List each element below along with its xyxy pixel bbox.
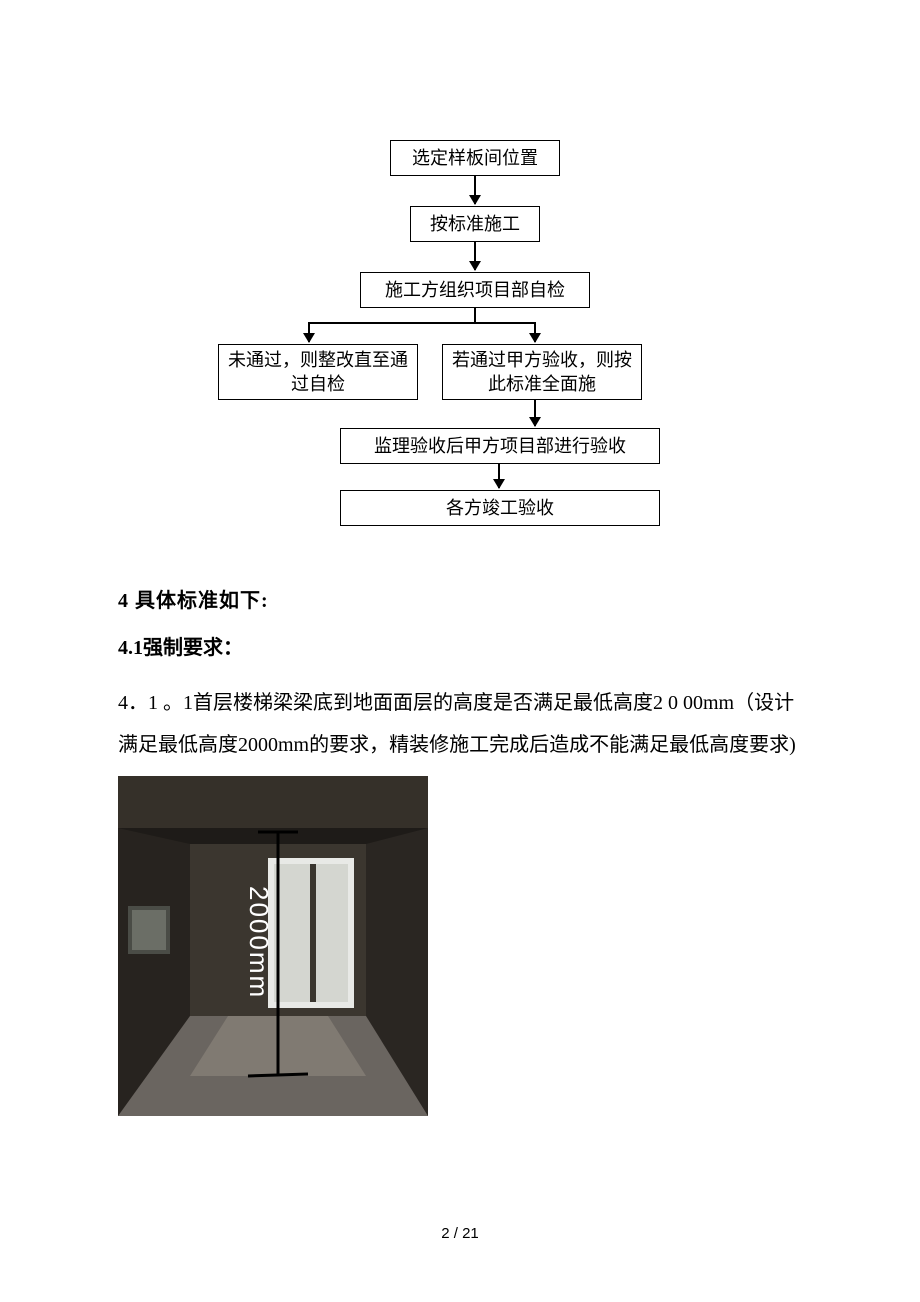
flow-node-3-label: 施工方组织项目部自检 [385, 278, 565, 302]
flow-arrow-2-3 [474, 242, 476, 270]
flow-arrow-5-6 [534, 400, 536, 426]
flow-node-4-label: 未通过，则整改直至通过自检 [225, 348, 411, 397]
flow-line-branch-stem [474, 308, 476, 322]
flow-arrow-6-7 [498, 464, 500, 488]
flowchart: 选定样板间位置 按标准施工 施工方组织项目部自检 未通过，则整改直至通过自检 若… [200, 140, 720, 560]
photo-stair-clearance: 2000mm [118, 776, 428, 1116]
page-footer: 2 / 21 [0, 1225, 920, 1242]
flow-arrow-3-4 [308, 322, 310, 342]
flow-node-2: 按标准施工 [410, 206, 540, 242]
heading-4: 4 具体标准如下: [118, 584, 802, 613]
flow-arrow-3-5 [534, 322, 536, 342]
flow-node-2-label: 按标准施工 [430, 212, 520, 236]
flow-line-branch-h [308, 322, 536, 324]
flow-node-3: 施工方组织项目部自检 [360, 272, 590, 308]
flow-node-5: 若通过甲方验收，则按此标准全面施 [442, 344, 642, 400]
flow-arrow-1-2 [474, 176, 476, 204]
flow-node-1-label: 选定样板间位置 [412, 146, 538, 170]
flow-node-6: 监理验收后甲方项目部进行验收 [340, 428, 660, 464]
flow-node-6-label: 监理验收后甲方项目部进行验收 [374, 434, 626, 458]
paragraph-4-1-1: 4．1 。1首层楼梯梁梁底到地面面层的高度是否满足最低高度2 0 00mm（设计… [118, 682, 802, 766]
flow-node-7-label: 各方竣工验收 [446, 496, 554, 520]
heading-4-1: 4.1强制要求： [118, 631, 802, 660]
flow-node-7: 各方竣工验收 [340, 490, 660, 526]
flow-node-1: 选定样板间位置 [390, 140, 560, 176]
flow-node-5-label: 若通过甲方验收，则按此标准全面施 [449, 348, 635, 397]
flow-node-4: 未通过，则整改直至通过自检 [218, 344, 418, 400]
photo-measurement-label: 2000mm [243, 886, 274, 999]
